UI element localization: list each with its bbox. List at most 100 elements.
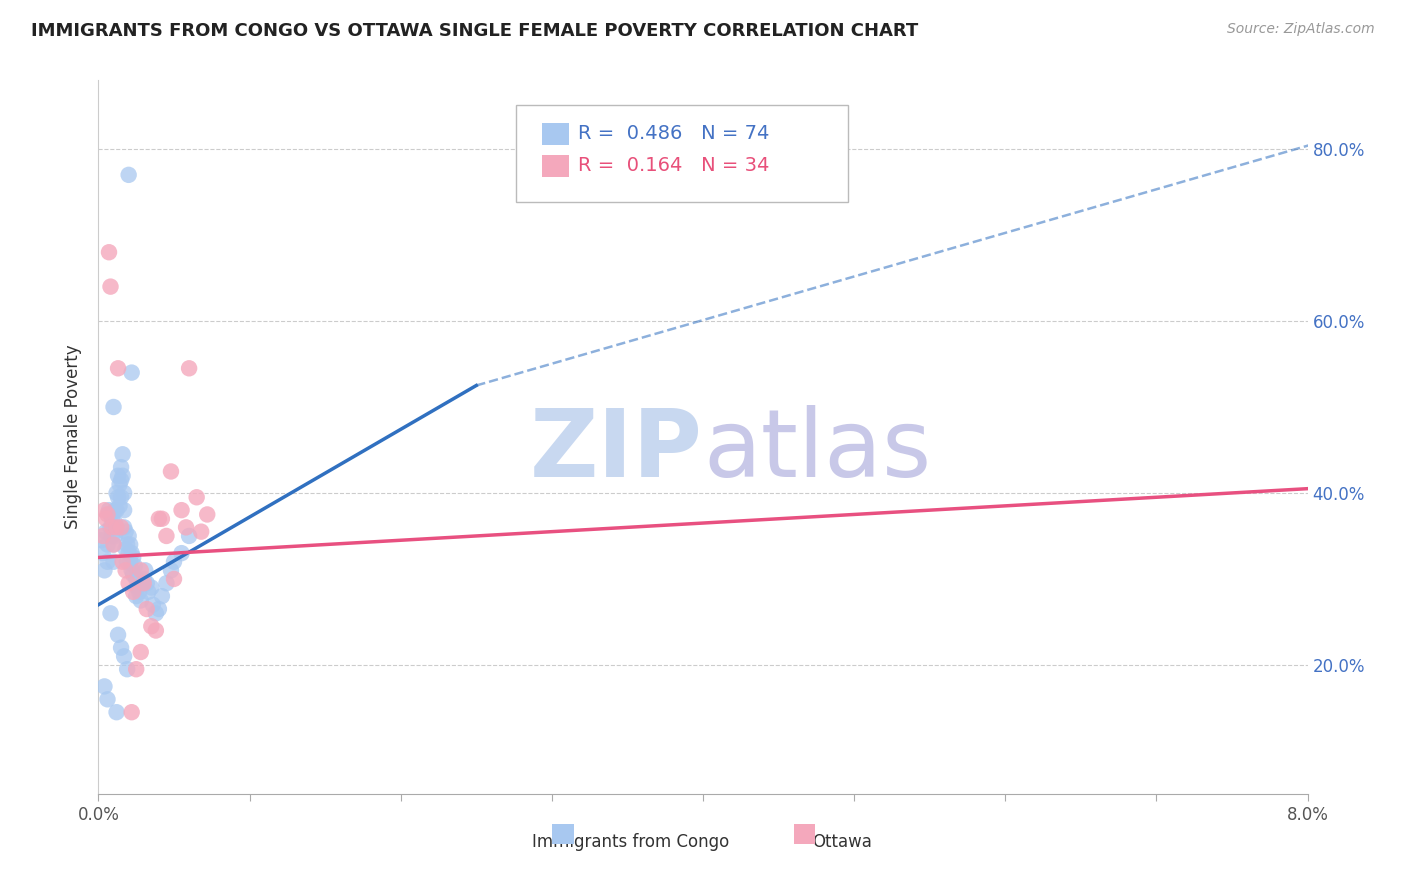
Point bbox=[110, 520, 132, 534]
Point bbox=[91, 529, 114, 543]
Point bbox=[108, 477, 131, 491]
Point bbox=[103, 555, 125, 569]
Text: ZIP: ZIP bbox=[530, 405, 703, 498]
Point bbox=[148, 602, 170, 616]
Point bbox=[160, 465, 183, 479]
Point bbox=[115, 555, 138, 569]
Point bbox=[100, 520, 122, 534]
Point bbox=[105, 520, 128, 534]
Point bbox=[96, 555, 118, 569]
Point bbox=[141, 581, 163, 595]
Point bbox=[112, 520, 135, 534]
Point bbox=[190, 524, 212, 539]
Point bbox=[127, 581, 149, 595]
Point bbox=[150, 512, 173, 526]
Point bbox=[112, 649, 135, 664]
Text: R =  0.486   N = 74: R = 0.486 N = 74 bbox=[578, 124, 770, 144]
Point bbox=[105, 705, 128, 719]
Point bbox=[118, 576, 141, 591]
Point bbox=[111, 468, 134, 483]
Bar bbox=[543, 123, 569, 145]
Point bbox=[101, 520, 124, 534]
Point bbox=[100, 508, 122, 522]
Point bbox=[118, 529, 141, 543]
Point bbox=[121, 705, 143, 719]
Point bbox=[100, 279, 122, 293]
Point bbox=[112, 503, 135, 517]
Y-axis label: Single Female Poverty: Single Female Poverty bbox=[65, 345, 83, 529]
Point bbox=[90, 533, 112, 548]
Point bbox=[115, 537, 138, 551]
Point bbox=[115, 662, 138, 676]
Point bbox=[141, 619, 163, 633]
Point bbox=[100, 607, 122, 621]
Point bbox=[110, 460, 132, 475]
Point bbox=[111, 555, 134, 569]
Point bbox=[121, 546, 143, 560]
Point bbox=[101, 512, 124, 526]
Point bbox=[110, 640, 132, 655]
Point bbox=[129, 645, 152, 659]
Point bbox=[105, 486, 128, 500]
Point bbox=[103, 400, 125, 414]
Point bbox=[195, 508, 218, 522]
Point bbox=[145, 624, 167, 638]
Bar bbox=[543, 155, 569, 177]
Point bbox=[122, 550, 145, 565]
Point bbox=[125, 662, 148, 676]
Point bbox=[155, 576, 177, 591]
Point bbox=[118, 168, 141, 182]
Point bbox=[163, 572, 186, 586]
Point bbox=[121, 563, 143, 577]
Point bbox=[186, 490, 208, 504]
Point bbox=[103, 537, 125, 551]
Point bbox=[145, 607, 167, 621]
Point bbox=[107, 468, 129, 483]
Point bbox=[128, 584, 150, 599]
Point bbox=[150, 589, 173, 603]
FancyBboxPatch shape bbox=[516, 105, 848, 202]
Text: Ottawa: Ottawa bbox=[813, 833, 872, 851]
Point bbox=[98, 503, 121, 517]
Point bbox=[122, 567, 145, 582]
Text: Immigrants from Congo: Immigrants from Congo bbox=[531, 833, 730, 851]
Point bbox=[129, 593, 152, 607]
Point bbox=[107, 628, 129, 642]
Point bbox=[122, 584, 145, 599]
Point bbox=[120, 537, 142, 551]
Text: R =  0.164   N = 34: R = 0.164 N = 34 bbox=[578, 156, 770, 176]
Point bbox=[136, 584, 159, 599]
Point bbox=[142, 598, 165, 612]
Point bbox=[96, 692, 118, 706]
Point bbox=[179, 529, 201, 543]
Point bbox=[135, 576, 157, 591]
Point bbox=[163, 555, 186, 569]
Point bbox=[104, 516, 127, 530]
Point bbox=[93, 503, 115, 517]
Point bbox=[174, 520, 197, 534]
Point bbox=[170, 503, 193, 517]
Point bbox=[96, 537, 118, 551]
Point bbox=[125, 572, 148, 586]
Text: Source: ZipAtlas.com: Source: ZipAtlas.com bbox=[1227, 22, 1375, 37]
Point bbox=[132, 572, 155, 586]
Point bbox=[121, 366, 143, 380]
Point bbox=[114, 563, 136, 577]
Point bbox=[110, 473, 132, 487]
Point bbox=[94, 512, 117, 526]
Point bbox=[125, 589, 148, 603]
Point bbox=[132, 576, 155, 591]
Point bbox=[118, 546, 141, 560]
Point bbox=[129, 563, 152, 577]
Point bbox=[110, 490, 132, 504]
Point bbox=[93, 680, 115, 694]
Point bbox=[179, 361, 201, 376]
Point bbox=[114, 541, 136, 556]
Point bbox=[94, 524, 117, 539]
Point bbox=[148, 512, 170, 526]
Point bbox=[112, 486, 135, 500]
Point bbox=[135, 602, 157, 616]
Point bbox=[105, 503, 128, 517]
Point bbox=[134, 563, 156, 577]
Point bbox=[170, 546, 193, 560]
